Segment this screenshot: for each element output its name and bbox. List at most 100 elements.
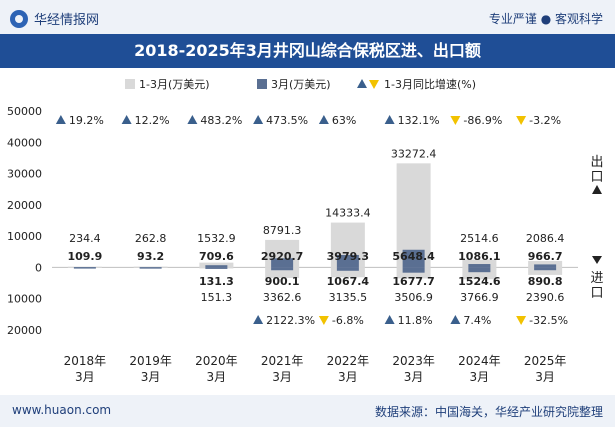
y-tick-label: 40000	[7, 136, 42, 149]
y-tick-label: 0	[35, 261, 42, 274]
x-tick-label: 3月	[535, 370, 555, 384]
tagline: 专业严谨 ● 客观科学	[488, 12, 603, 26]
x-tick-label: 2019年	[129, 354, 172, 368]
import-cumulative-label: 3362.6	[263, 291, 302, 304]
export-growth-label: 19.2%	[69, 114, 104, 127]
import-growth-arrow-icon	[450, 315, 461, 324]
site-url: www.huaon.com	[12, 403, 112, 417]
import-cumulative-bar	[528, 267, 563, 275]
export-cumulative-label: 1532.9	[197, 232, 236, 245]
import-growth-arrow-icon	[318, 316, 329, 325]
import-growth-arrow-icon	[253, 315, 264, 324]
export-cumulative-bar	[528, 260, 563, 268]
import-growth-label: 11.8%	[398, 314, 433, 327]
import-cumulative-label: 2390.6	[526, 291, 565, 304]
import-monthly-bar	[205, 267, 228, 269]
data-source: 数据来源：中国海关，华经产业研究院整理	[374, 405, 603, 419]
export-growth-arrow-icon	[187, 115, 198, 124]
export-cumulative-label: 33272.4	[391, 147, 437, 160]
import-cumulative-bar	[330, 267, 365, 278]
x-tick-label: 3月	[207, 370, 227, 384]
legend-down-arrow-icon	[369, 80, 379, 89]
import-monthly-label: 900.1	[265, 275, 300, 288]
export-cumulative-bar	[462, 259, 497, 268]
export-monthly-bar	[534, 264, 557, 268]
export-monthly-label: 109.9	[67, 250, 102, 263]
footer-bar: www.huaon.com 数据来源：中国海关，华经产业研究院整理	[0, 395, 615, 427]
x-tick-label: 2024年	[458, 354, 501, 368]
x-tick-label: 3月	[338, 370, 358, 384]
export-monthly-bar	[73, 267, 96, 269]
import-growth-label: -6.8%	[332, 314, 364, 327]
export-growth-label: 483.2%	[200, 114, 242, 127]
x-tick-label: 3月	[75, 370, 95, 384]
export-cumulative-label: 234.4	[69, 232, 101, 245]
top-bar: 华经情报网 专业严谨 ● 客观科学	[0, 0, 615, 34]
export-growth-arrow-icon	[516, 116, 527, 125]
export-growth-label: 12.2%	[135, 114, 170, 127]
export-monthly-label: 3979.3	[327, 250, 369, 263]
y-tick-label: 20000	[7, 199, 42, 212]
export-monthly-label: 93.2	[137, 250, 164, 263]
export-growth-arrow-icon	[318, 115, 329, 124]
legend-label-cumulative: 1-3月(万美元)	[139, 78, 210, 91]
export-monthly-label: 966.7	[528, 250, 563, 263]
export-cumulative-label: 262.8	[135, 232, 167, 245]
brand: 华经情报网	[10, 9, 99, 28]
x-tick-label: 2023年	[392, 354, 435, 368]
y-tick-label: 30000	[7, 168, 42, 181]
side-label-export: 口	[590, 170, 603, 185]
import-monthly-label: 131.3	[199, 275, 234, 288]
export-monthly-bar	[402, 249, 425, 268]
export-growth-label: 132.1%	[398, 114, 440, 127]
x-tick-label: 2025年	[524, 354, 567, 368]
export-growth-label: -3.2%	[529, 114, 561, 127]
brand-name: 华经情报网	[34, 13, 100, 28]
export-monthly-bar	[205, 265, 228, 268]
import-monthly-label: 1524.6	[458, 275, 501, 288]
x-tick-label: 3月	[141, 370, 161, 384]
export-cumulative-label: 14333.4	[325, 207, 371, 220]
import-growth-arrow-icon	[516, 316, 527, 325]
export-growth-label: -86.9%	[463, 114, 502, 127]
import-cumulative-bar	[396, 267, 431, 279]
y-tick-label: 10000	[7, 230, 42, 243]
export-monthly-label: 5648.4	[392, 250, 435, 263]
legend-swatch-cumulative	[125, 79, 135, 89]
legend-swatch-monthly	[257, 79, 267, 89]
export-growth-arrow-icon	[55, 115, 66, 124]
export-growth-arrow-icon	[384, 115, 395, 124]
x-tick-label: 2020年	[195, 354, 238, 368]
import-monthly-bar	[336, 267, 359, 271]
export-monthly-label: 2920.7	[261, 250, 303, 263]
x-tick-label: 3月	[470, 370, 490, 384]
export-monthly-bar	[271, 258, 294, 268]
y-tick-label: 20000	[7, 324, 42, 337]
import-cumulative-label: 151.3	[201, 291, 233, 304]
import-side-arrow-icon	[592, 256, 602, 264]
export-side-arrow-icon	[592, 185, 602, 194]
y-tick-label: 10000	[7, 293, 42, 306]
export-cumulative-bar	[199, 262, 234, 268]
import-monthly-bar	[534, 267, 557, 271]
chart: 1-3月(万美元) 3月(万美元) 1-3月同比增速(%) 20000 10000 0 10…	[7, 77, 604, 384]
export-growth-arrow-icon	[450, 116, 461, 125]
import-cumulative-label: 3135.5	[329, 291, 368, 304]
import-cumulative-bar	[462, 267, 497, 280]
export-growth-label: 63%	[332, 114, 356, 127]
import-cumulative-bar	[265, 267, 300, 278]
export-cumulative-label: 2086.4	[526, 232, 565, 245]
huajing-logo-icon	[10, 9, 28, 28]
export-growth-arrow-icon	[121, 115, 132, 124]
import-monthly-label: 1677.7	[392, 275, 434, 288]
import-monthly-bar	[468, 267, 491, 273]
export-monthly-bar	[468, 264, 491, 268]
import-growth-label: -32.5%	[529, 314, 568, 327]
side-label-import: 进	[590, 271, 603, 286]
export-monthly-label: 1086.1	[458, 250, 500, 263]
export-growth-arrow-icon	[253, 115, 264, 124]
export-monthly-bar	[336, 254, 359, 268]
x-tick-label: 3月	[404, 370, 424, 384]
export-growth-label: 473.5%	[266, 114, 308, 127]
legend-label-growth: 1-3月同比增速(%)	[384, 77, 476, 91]
